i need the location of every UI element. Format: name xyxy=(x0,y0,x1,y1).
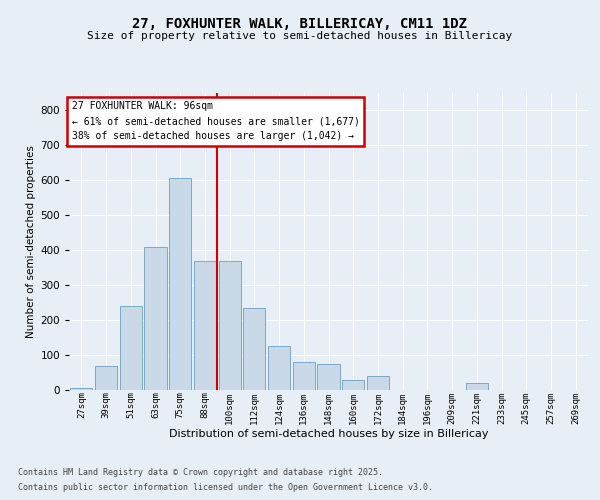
Bar xyxy=(145,246,167,390)
Bar xyxy=(268,346,290,390)
Bar xyxy=(317,364,340,390)
Bar xyxy=(95,366,117,390)
Text: 27 FOXHUNTER WALK: 96sqm
← 61% of semi-detached houses are smaller (1,677)
38% o: 27 FOXHUNTER WALK: 96sqm ← 61% of semi-d… xyxy=(71,102,359,141)
Text: Size of property relative to semi-detached houses in Billericay: Size of property relative to semi-detach… xyxy=(88,31,512,41)
Bar xyxy=(342,380,364,390)
Text: Contains HM Land Registry data © Crown copyright and database right 2025.: Contains HM Land Registry data © Crown c… xyxy=(18,468,383,477)
Bar xyxy=(466,383,488,390)
Bar xyxy=(70,388,92,390)
Bar xyxy=(367,376,389,390)
Text: Contains public sector information licensed under the Open Government Licence v3: Contains public sector information licen… xyxy=(18,483,433,492)
Text: 27, FOXHUNTER WALK, BILLERICAY, CM11 1DZ: 27, FOXHUNTER WALK, BILLERICAY, CM11 1DZ xyxy=(133,17,467,31)
Bar xyxy=(293,362,315,390)
Bar xyxy=(243,308,265,390)
X-axis label: Distribution of semi-detached houses by size in Billericay: Distribution of semi-detached houses by … xyxy=(169,429,488,439)
Y-axis label: Number of semi-detached properties: Number of semi-detached properties xyxy=(26,145,36,338)
Bar xyxy=(218,260,241,390)
Bar xyxy=(119,306,142,390)
Bar xyxy=(169,178,191,390)
Bar xyxy=(194,260,216,390)
